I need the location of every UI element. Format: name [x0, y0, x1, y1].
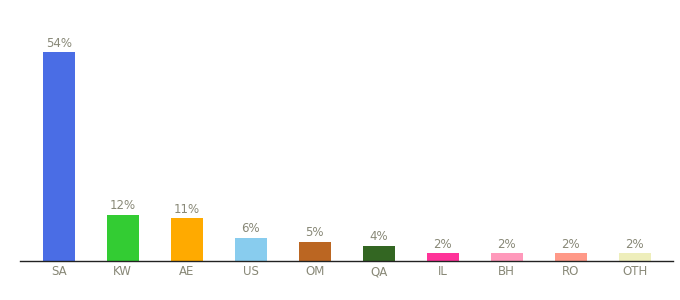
Bar [171, 218, 203, 261]
Text: 2%: 2% [562, 238, 580, 251]
Bar [107, 214, 139, 261]
Bar [555, 253, 587, 261]
Bar [299, 242, 330, 261]
Bar [619, 253, 651, 261]
Text: 12%: 12% [109, 199, 136, 212]
Text: 11%: 11% [173, 203, 200, 216]
Text: 5%: 5% [305, 226, 324, 239]
Text: 2%: 2% [498, 238, 516, 251]
Bar [491, 253, 523, 261]
Text: 6%: 6% [241, 223, 260, 236]
Text: 2%: 2% [626, 238, 644, 251]
Text: 54%: 54% [46, 37, 72, 50]
Text: 4%: 4% [369, 230, 388, 243]
Text: 2%: 2% [433, 238, 452, 251]
Bar [427, 253, 459, 261]
Bar [363, 245, 395, 261]
Bar [235, 238, 267, 261]
Bar [43, 52, 75, 261]
